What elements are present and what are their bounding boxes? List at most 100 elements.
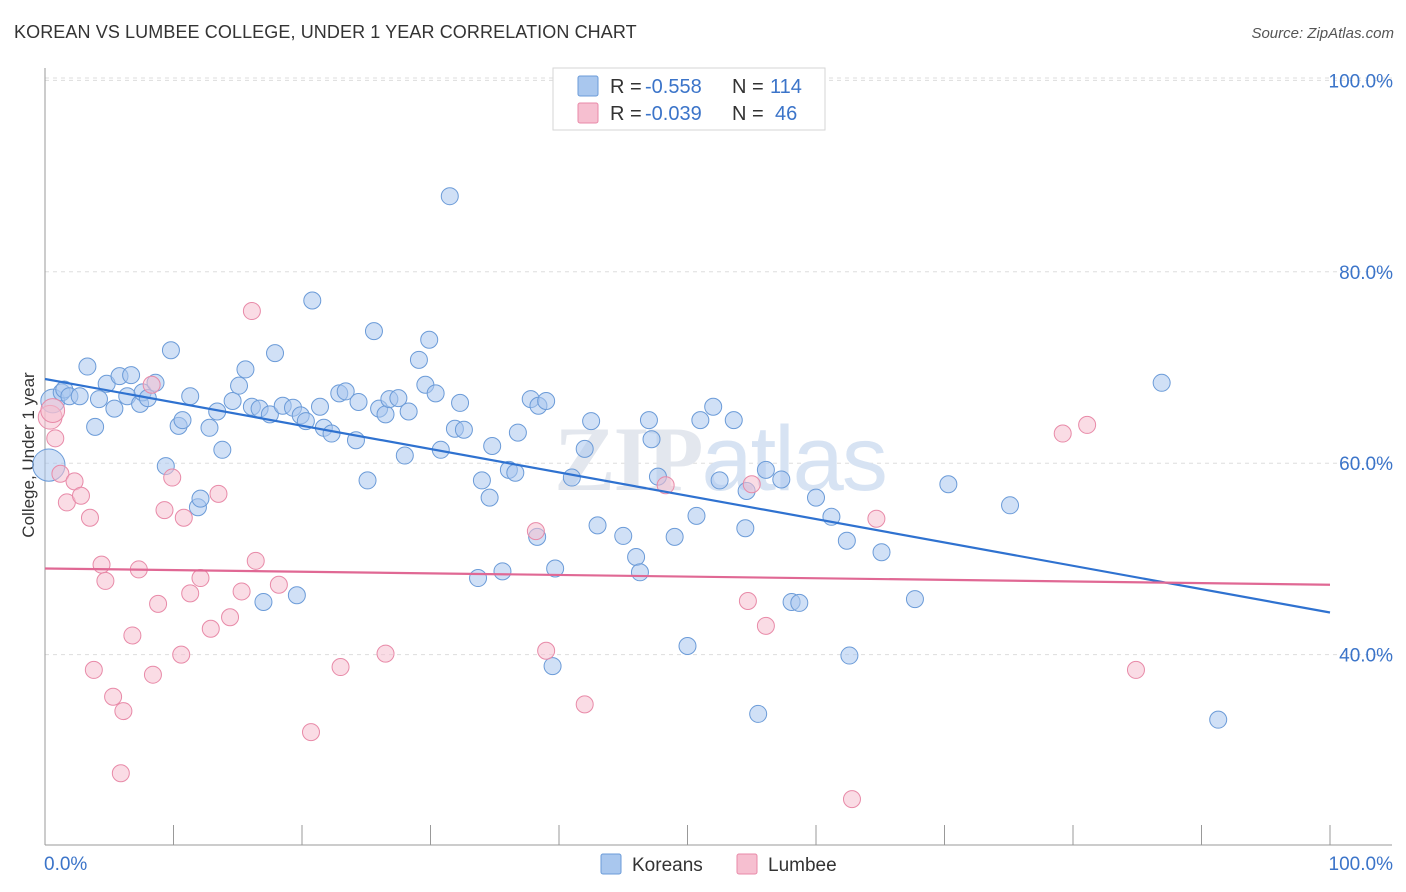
korean-point [451,393,470,412]
korean-point [756,460,775,479]
lumbee-point [96,571,115,590]
lumbee-point [114,702,133,721]
korean-point [122,366,141,385]
lumbee-point [842,790,861,809]
korean-point [582,412,601,431]
korean-point [678,636,697,655]
lumbee-point [376,644,395,663]
korean-point [213,440,232,459]
korean-point [161,341,180,360]
x-tick-label: 100.0% [1329,854,1394,875]
korean-point [575,439,594,458]
korean-point [89,390,108,409]
legend-r-label: R = [610,76,642,98]
korean-point [200,418,219,437]
legend-n-label: N = [732,76,764,98]
lumbee-point [149,594,168,613]
legend-r-value: -0.558 [645,76,702,98]
korean-point [480,488,499,507]
korean-point [630,563,649,582]
korean-point [493,562,512,581]
lumbee-point [80,508,99,527]
korean-point [807,488,825,507]
legend-label-koreans: Koreans [632,855,703,876]
lumbee-point [104,687,123,706]
korean-point [588,516,607,535]
lumbee-point [209,484,228,503]
korean-point [687,506,706,525]
korean-point [905,590,924,609]
legend-r-value: -0.039 [645,103,702,125]
korean-point [772,470,791,489]
y-axis-title: College, Under 1 year [19,372,38,538]
korean-point [872,543,891,562]
korean-point [336,382,355,401]
legend-swatch-koreans [577,75,599,97]
lumbee-point [331,658,350,677]
korean-point [546,559,565,578]
korean-point [627,547,646,566]
lumbee-point [867,509,886,528]
korean-point [70,387,89,406]
korean-point [376,405,395,424]
legend-n-label: N = [732,103,764,125]
lumbee-point [191,569,210,588]
korean-point [691,411,710,430]
korean-point [736,519,755,538]
korean-point [181,387,200,406]
korean-point [614,526,633,545]
lumbee-point [301,723,320,742]
korean-point [724,411,743,430]
lumbee-point [40,398,66,423]
lumbee-point [242,302,261,321]
korean-point [508,423,527,442]
korean-point [254,592,273,611]
korean-point [537,391,556,410]
lumbee-point [1126,660,1145,679]
korean-point [399,402,418,421]
lumbee-point [155,501,174,520]
korean-point [440,187,459,206]
korean-point [837,531,856,550]
lumbee-point [181,584,200,603]
trend-lines [44,377,1331,614]
korean-point [790,593,809,612]
korean-point [483,436,502,455]
lumbee-point [111,764,130,783]
lumbee-point [172,645,191,664]
lumbee-point [269,575,288,594]
source-label: Source: ZipAtlas.com [1251,25,1394,42]
korean-point [223,391,242,410]
korean-point [1001,496,1020,515]
korean-point [349,392,368,411]
korean-point [642,430,661,449]
lumbee-point [221,608,240,627]
korean-point [562,468,581,487]
korean-point [665,527,684,546]
korean-point [454,420,473,439]
korean-point [310,397,329,416]
watermark: ZIPatlas [554,408,886,510]
series-legend: Koreans Lumbee [600,853,837,876]
lumbee-point [738,592,757,611]
korean-point [191,489,210,508]
lumbee-point [163,468,182,487]
lumbee-point [756,616,775,635]
legend-swatch-koreans [600,853,622,875]
lumbee-point [742,475,761,494]
legend-n-value: 46 [775,103,797,125]
korean-point [469,569,488,588]
lumbee-point [1078,415,1097,434]
lumbee-point [232,582,251,601]
korean-point [543,657,562,676]
korean-point [1152,373,1171,392]
korean-point [1209,710,1228,729]
korean-point [840,646,859,665]
korean-point [364,322,383,341]
y-tick-label: 100.0% [1329,71,1394,92]
lumbee-point [142,375,161,394]
korean-point [506,463,525,482]
korean-point [303,291,322,310]
lumbee-point [51,464,70,483]
